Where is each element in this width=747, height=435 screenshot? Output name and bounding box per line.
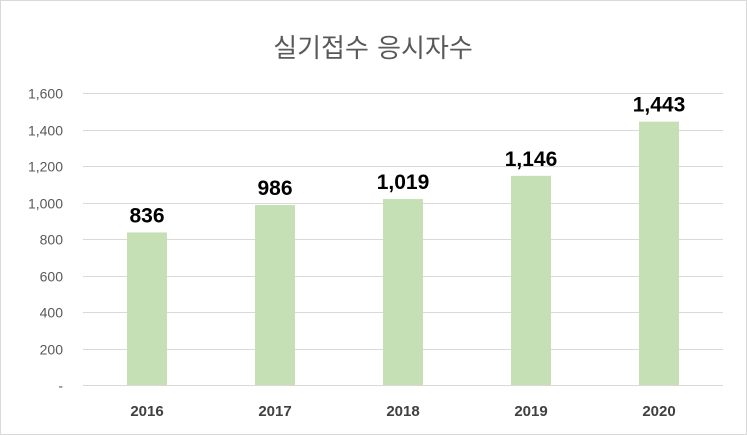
y-tick-label: 800	[40, 232, 64, 248]
x-tick-label-2018: 2018	[386, 403, 419, 420]
data-label-2019: 1,146	[505, 148, 558, 171]
y-tick-label: 200	[40, 342, 64, 358]
x-tick-label-2019: 2019	[514, 403, 547, 420]
x-tick-label-2020: 2020	[642, 403, 675, 420]
y-tick-label: 1,600	[28, 86, 63, 102]
y-axis-ticks: - 200 400 600 800 1,000 1,200 1,400 1,600	[28, 86, 63, 394]
chart-title: 실기접수 응시자수	[273, 34, 473, 64]
x-tick-label-2016: 2016	[130, 403, 163, 420]
data-label-2020: 1,443	[633, 94, 686, 117]
data-label-2017: 986	[257, 177, 292, 200]
y-tick-label: 600	[40, 269, 64, 285]
bar-2017	[255, 205, 295, 385]
data-labels: 836 986 1,019 1,146 1,443	[129, 94, 685, 228]
bar-2016	[127, 232, 167, 385]
y-tick-label: 400	[40, 305, 64, 321]
bar-2020	[639, 121, 679, 385]
data-label-2018: 1,019	[377, 171, 430, 194]
x-tick-label-2017: 2017	[258, 403, 291, 420]
y-tick-label: 1,000	[28, 196, 63, 212]
bars	[127, 121, 679, 385]
y-tick-label: 1,400	[28, 123, 63, 139]
bar-2018	[383, 199, 423, 385]
y-tick-label: 1,200	[28, 159, 63, 175]
bar-2019	[511, 175, 551, 385]
data-label-2016: 836	[129, 204, 164, 227]
y-tick-label: -	[58, 378, 63, 394]
x-axis-ticks: 2016 2017 2018 2019 2020	[130, 403, 675, 420]
